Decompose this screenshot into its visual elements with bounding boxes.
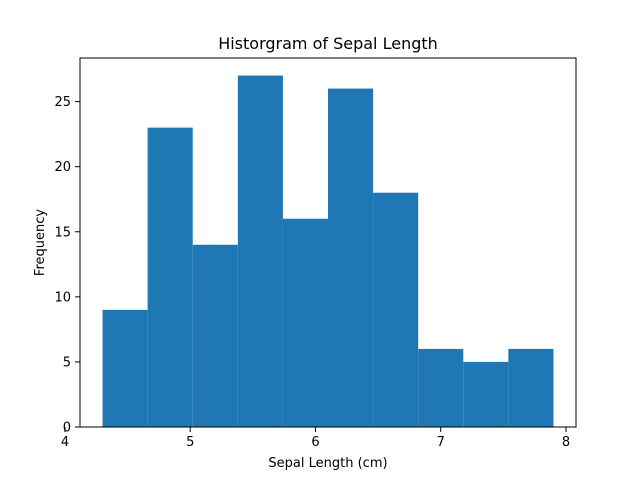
- histogram-bar: [147, 127, 193, 427]
- y-tick-label: 0: [63, 421, 71, 436]
- y-tick-label: 5: [63, 355, 71, 370]
- histogram-bar: [508, 348, 554, 427]
- x-tick-label: 7: [437, 435, 445, 450]
- histogram-bar: [328, 88, 374, 427]
- y-tick-label: 20: [54, 160, 71, 175]
- x-axis-label: Sepal Length (cm): [268, 456, 387, 471]
- histogram-bar: [237, 75, 283, 428]
- y-axis-label: Frequency: [33, 209, 48, 276]
- histogram-bar: [192, 244, 238, 427]
- x-tick-label: 5: [186, 435, 194, 450]
- y-tick-label: 25: [54, 95, 71, 110]
- histogram-bar: [102, 309, 148, 427]
- x-tick-label: 4: [61, 435, 69, 450]
- y-tick-label: 15: [54, 225, 71, 240]
- histogram-bar: [282, 218, 328, 427]
- bars-layer: [102, 75, 554, 428]
- y-tick-label: 10: [54, 290, 71, 305]
- x-tick-label: 6: [311, 435, 319, 450]
- axes-layer: [79, 57, 577, 428]
- histogram-bar: [463, 361, 509, 427]
- histogram-bar: [373, 192, 419, 427]
- ticks-layer: 4 5 6 7 8 0 5 10 15 20 25: [54, 95, 570, 450]
- x-tick-label: 8: [562, 435, 570, 450]
- chart-title: Historgram of Sepal Length: [218, 34, 438, 53]
- axes-frame: [79, 57, 577, 428]
- histogram-bar: [418, 348, 464, 427]
